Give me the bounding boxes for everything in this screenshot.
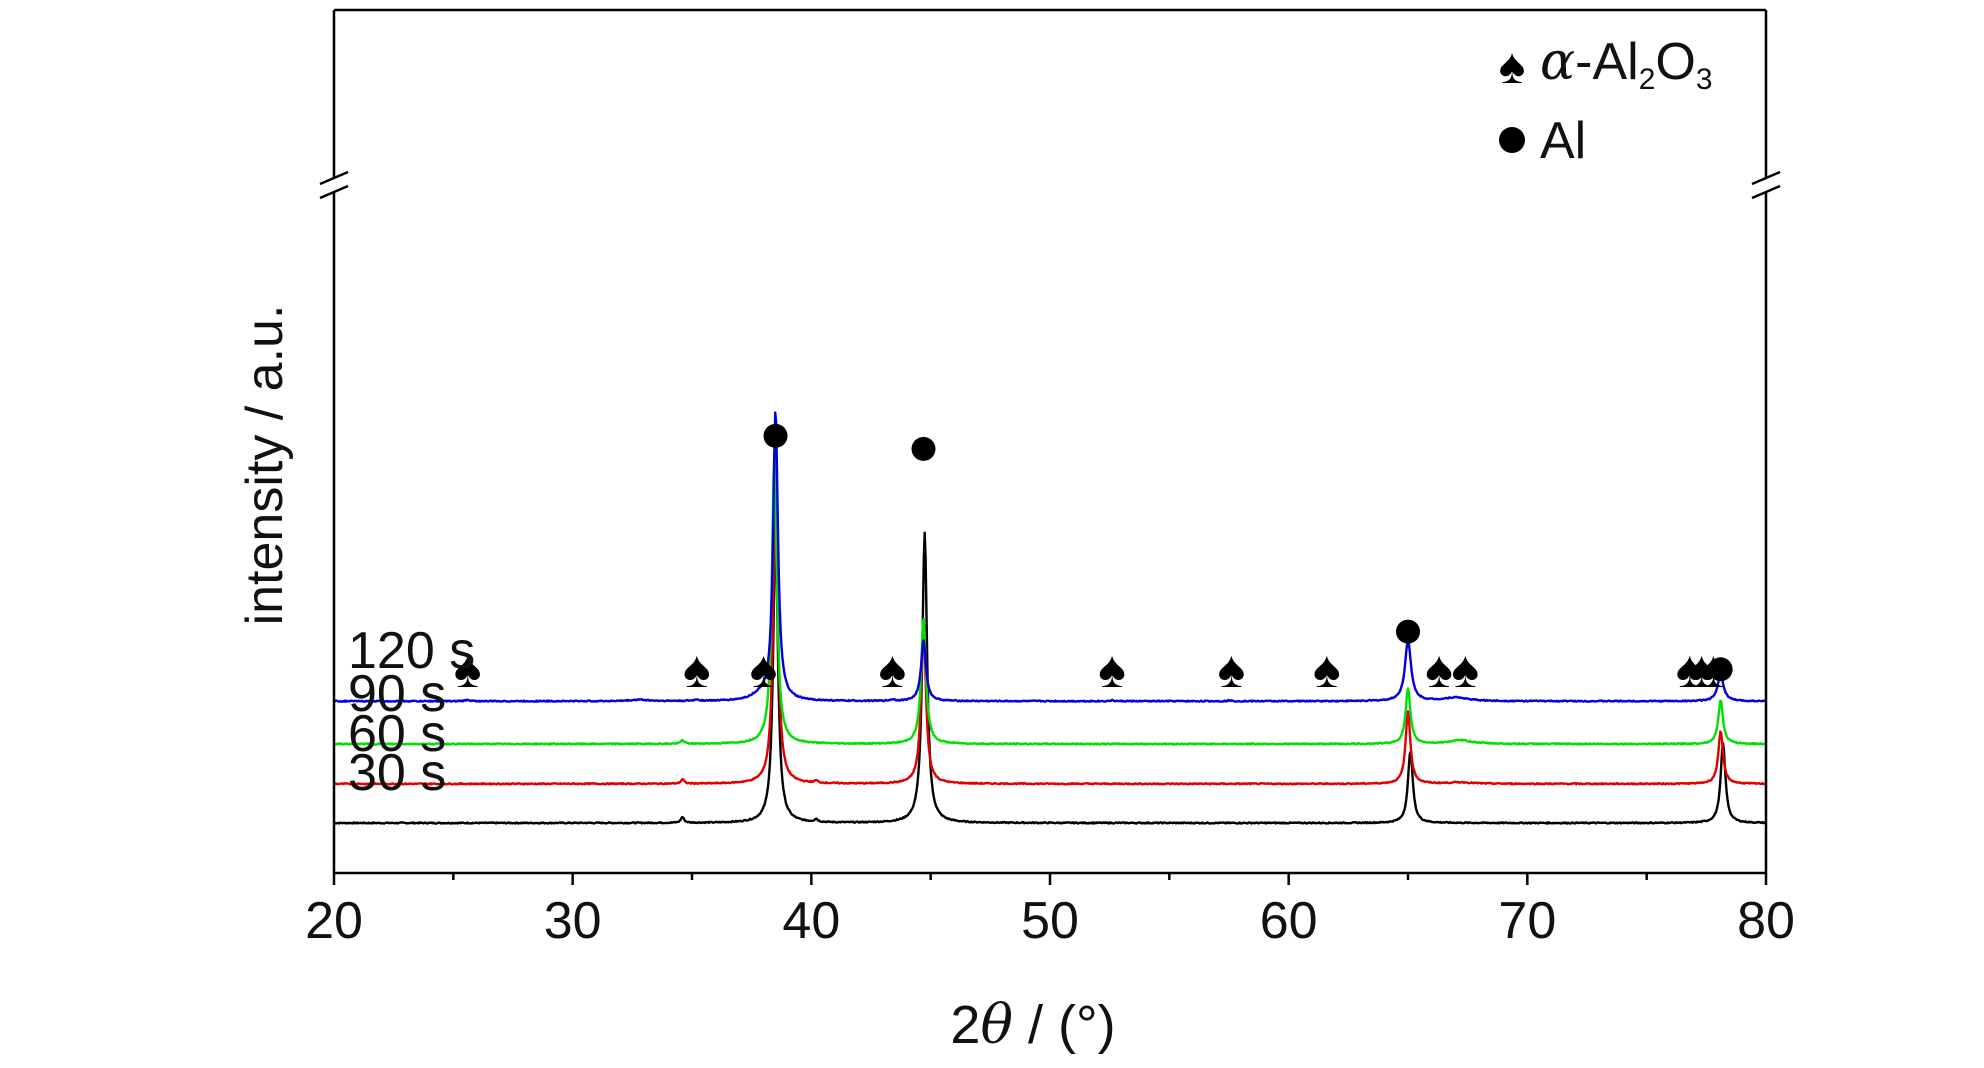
al-circle-marker: [1708, 657, 1733, 682]
alumina-spade-marker: ♠: [1425, 641, 1453, 699]
series-line-120-s: [333, 411, 1767, 703]
legend-alumina-part: 2: [1639, 63, 1656, 96]
x-tick-label: 80: [1737, 892, 1795, 950]
axis-break-mark: [319, 170, 349, 186]
alumina-spade-marker: ♠: [1098, 641, 1126, 699]
axes-group: 20 30 40 50 60 70 80: [305, 8, 1795, 950]
x-tick-label: 70: [1498, 892, 1556, 950]
alumina-spade-marker: ♠: [1451, 641, 1479, 699]
al-circle-marker: [1396, 619, 1420, 644]
x-axis-label-prefix: 2: [950, 995, 980, 1055]
legend-alumina-part: α: [1540, 32, 1575, 92]
x-tick-label: 30: [544, 892, 602, 950]
y-axis-label: intensity / a.u.: [236, 305, 294, 626]
x-tick-label: 50: [1021, 892, 1079, 950]
alumina-spade-marker: ♠: [683, 641, 711, 699]
al-circle-marker: [911, 436, 936, 461]
marker-group: ♠♠♠♠♠♠♠♠♠♠♠♠: [454, 423, 1733, 699]
legend-al-label: Al: [1540, 112, 1586, 170]
axis-break-mask-right: [1754, 178, 1778, 192]
x-axis-label-unit: / (°): [1013, 995, 1116, 1055]
x-axis-label-theta: θ: [980, 993, 1013, 1056]
axis-break-mask-left: [322, 178, 346, 192]
alumina-spade-marker: ♠: [1313, 641, 1341, 699]
legend-alumina-part: 3: [1696, 63, 1713, 96]
axis-break: [319, 170, 1781, 200]
legend-alumina-part: -Al: [1575, 33, 1639, 91]
axis-break-mark: [1751, 184, 1781, 200]
series-label-30-s: 30 s: [348, 744, 446, 802]
legend-circle-icon: [1499, 127, 1525, 153]
axis-break-mark: [1751, 170, 1781, 186]
legend-alumina-label: α-Al2O3: [1540, 32, 1713, 96]
alumina-spade-marker: ♠: [454, 641, 482, 699]
series-line-60-s: [333, 496, 1767, 786]
legend-spade-icon: ♠: [1499, 38, 1526, 94]
alumina-spade-marker: ♠: [1218, 641, 1246, 699]
x-tick-label: 20: [305, 892, 363, 950]
al-circle-marker: [763, 423, 788, 448]
alumina-spade-marker: ♠: [879, 641, 907, 699]
x-tick-label: 60: [1260, 892, 1318, 950]
series-label-90-s: 90 s: [348, 665, 446, 723]
series-line-90-s: [333, 452, 1767, 746]
series-line-30-s: [333, 531, 1767, 825]
legend: ♠ α-Al2O3 Al: [1470, 16, 1760, 170]
alumina-spade-marker: ♠: [750, 641, 778, 699]
series-label-120-s: 120 s: [348, 622, 475, 680]
legend-alumina-part: O: [1655, 33, 1695, 91]
axis-break-mark: [319, 184, 349, 200]
series-group: [333, 411, 1767, 825]
series-label-60-s: 60 s: [348, 705, 446, 763]
axis-break-gap: [336, 179, 1764, 191]
x-tick-label: 40: [782, 892, 840, 950]
alumina-spade-marker: ♠: [1676, 641, 1704, 699]
x-axis-label: 2θ / (°): [950, 993, 1115, 1056]
